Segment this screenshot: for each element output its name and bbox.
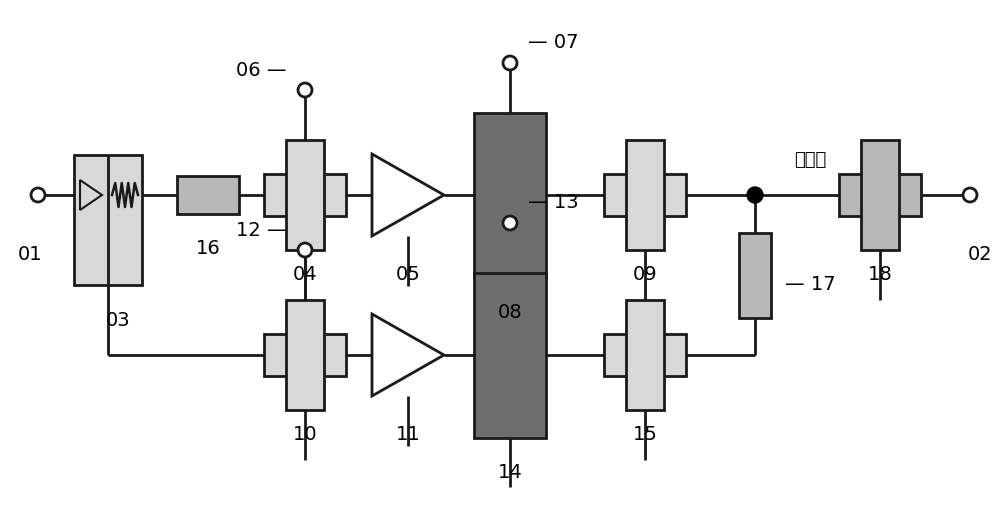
Bar: [474, 113, 546, 278]
Text: 01: 01: [18, 245, 42, 265]
Polygon shape: [80, 180, 102, 210]
Text: 12 —: 12 —: [236, 221, 287, 239]
Text: 04: 04: [293, 266, 317, 284]
Bar: [264, 174, 346, 216]
Text: 02: 02: [968, 245, 992, 265]
Text: 08: 08: [498, 303, 522, 321]
Text: 16: 16: [196, 239, 220, 258]
Bar: [861, 140, 899, 250]
Bar: [286, 140, 324, 250]
Text: — 17: — 17: [785, 276, 836, 294]
Text: — 13: — 13: [528, 194, 579, 212]
Text: 05: 05: [396, 266, 420, 284]
Bar: [626, 300, 664, 410]
Bar: [604, 334, 686, 376]
Bar: [286, 300, 324, 410]
Bar: [474, 273, 546, 438]
Text: 11: 11: [396, 426, 420, 444]
Bar: [74, 155, 142, 285]
Text: 14: 14: [498, 462, 522, 482]
Text: 03: 03: [106, 310, 130, 330]
Circle shape: [298, 243, 312, 257]
Bar: [264, 334, 346, 376]
Bar: [626, 140, 664, 250]
Bar: [177, 176, 239, 214]
Text: 06 —: 06 —: [237, 61, 287, 79]
Bar: [604, 174, 686, 216]
Text: — 07: — 07: [528, 34, 578, 52]
Circle shape: [31, 188, 45, 202]
Text: 15: 15: [633, 426, 657, 444]
Text: 18: 18: [868, 266, 892, 284]
Circle shape: [503, 56, 517, 70]
Bar: [739, 233, 771, 318]
Text: 10: 10: [293, 426, 317, 444]
Circle shape: [963, 188, 977, 202]
Circle shape: [503, 216, 517, 230]
Circle shape: [747, 187, 763, 203]
Text: 合路点: 合路点: [794, 151, 826, 169]
Polygon shape: [372, 314, 444, 396]
Text: 09: 09: [633, 266, 657, 284]
Polygon shape: [372, 154, 444, 236]
Circle shape: [298, 83, 312, 97]
Bar: [839, 174, 921, 216]
